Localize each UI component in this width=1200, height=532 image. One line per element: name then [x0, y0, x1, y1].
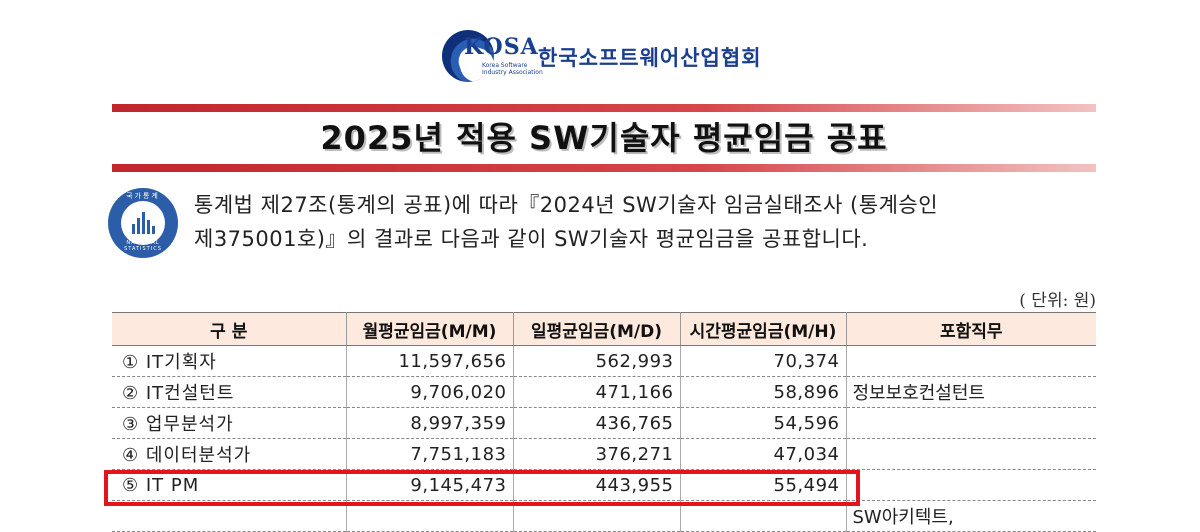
- row-included: [845, 345, 1096, 377]
- row-monthly: 9,706,020: [345, 376, 514, 408]
- row-category: [112, 500, 347, 532]
- row-included: [845, 469, 1096, 501]
- row-daily: 471,166: [512, 376, 681, 408]
- row-hourly: 55,494: [679, 469, 847, 501]
- row-hourly: 47,034: [679, 438, 847, 470]
- intro-line-2: 제375001호)』의 결과로 다음과 같이 SW기술자 평균임금을 공표합니다…: [194, 227, 869, 251]
- org-name: 한국소프트웨어산업협회: [538, 46, 762, 70]
- row-monthly: 11,597,656: [345, 345, 514, 377]
- title-bar-bottom: [112, 164, 1096, 172]
- table-header-row: 구 분 월평균임금(M/M) 일평균임금(M/D) 시간평균임금(M/H) 포함…: [112, 312, 1096, 346]
- emblem-ring-text: NATIONAL STATISTICS: [124, 240, 162, 252]
- row-monthly: 7,751,183: [345, 438, 514, 470]
- header-monthly: 월평균임금(M/M): [345, 312, 514, 346]
- national-statistics-emblem-icon: 국가통계 NATIONAL STATISTICS: [108, 188, 178, 258]
- row-monthly: 8,997,359: [345, 407, 514, 439]
- table-row: ② IT컨설턴트 9,706,020 471,166 58,896 정보보호컨설…: [112, 376, 1096, 408]
- row-category: ③ 업무분석가: [112, 407, 347, 439]
- table-row: ④ 데이터분석가 7,751,183 376,271 47,034: [112, 438, 1096, 470]
- row-monthly: [345, 500, 514, 532]
- row-daily: 443,955: [512, 469, 681, 501]
- header-hourly: 시간평균임금(M/H): [679, 312, 847, 346]
- row-category: ① IT기획자: [112, 345, 347, 377]
- row-monthly: 9,145,473: [345, 469, 514, 501]
- row-hourly: 70,374: [679, 345, 847, 377]
- row-category: ② IT컨설턴트: [112, 376, 347, 408]
- row-included: SW아키텍트,: [845, 500, 1096, 532]
- table-row: ⑤ IT PM 9,145,473 443,955 55,494: [112, 469, 1096, 501]
- logo-text: KOSA: [464, 34, 539, 60]
- header-daily: 일평균임금(M/D): [512, 312, 681, 346]
- row-category: ⑤ IT PM: [112, 469, 347, 501]
- row-hourly: [679, 500, 847, 532]
- row-hourly: 54,596: [679, 407, 847, 439]
- wage-table: 구 분 월평균임금(M/M) 일평균임금(M/D) 시간평균임금(M/H) 포함…: [112, 312, 1096, 532]
- table-row: ① IT기획자 11,597,656 562,993 70,374: [112, 345, 1096, 377]
- header-included-roles: 포함직무: [845, 312, 1096, 346]
- table-row: SW아키텍트,: [112, 500, 1096, 532]
- globe-icon: [442, 30, 494, 82]
- intro-paragraph: 통계법 제27조(통계의 공표)에 따라『2024년 SW기술자 임금실태조사 …: [194, 188, 1098, 256]
- title-bar-top: [112, 104, 1096, 112]
- intro-line-1: 통계법 제27조(통계의 공표)에 따라『2024년 SW기술자 임금실태조사 …: [194, 193, 939, 217]
- page-title: 2025년 적용 SW기술자 평균임금 공표: [320, 119, 888, 157]
- table-row: ③ 업무분석가 8,997,359 436,765 54,596: [112, 407, 1096, 439]
- header-category: 구 분: [112, 312, 347, 346]
- row-daily: [512, 500, 681, 532]
- row-daily: 436,765: [512, 407, 681, 439]
- emblem-label: 국가통계: [126, 192, 160, 200]
- row-included: 정보보호컨설턴트: [845, 376, 1096, 408]
- bar-chart-icon: [132, 212, 156, 234]
- row-included: [845, 407, 1096, 439]
- row-daily: 562,993: [512, 345, 681, 377]
- unit-label: ( 단위: 원): [1019, 291, 1096, 311]
- row-category: ④ 데이터분석가: [112, 438, 347, 470]
- row-daily: 376,271: [512, 438, 681, 470]
- row-hourly: 58,896: [679, 376, 847, 408]
- row-included: [845, 438, 1096, 470]
- logo-subtitle: Korea Software Industry Association: [482, 62, 543, 76]
